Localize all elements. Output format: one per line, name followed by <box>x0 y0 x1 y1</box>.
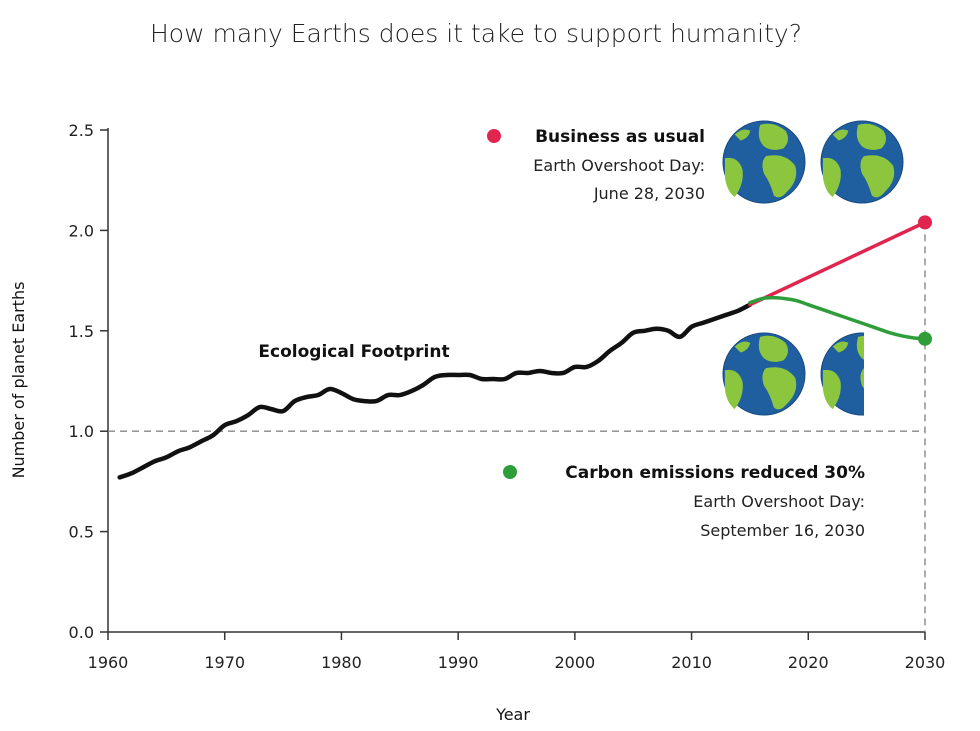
earth-icons <box>722 120 904 416</box>
earth-icon <box>722 120 806 204</box>
x-tick-label: 2010 <box>671 653 712 672</box>
axes <box>107 128 925 633</box>
carbon-reduced-line <box>748 295 927 341</box>
series-layer <box>117 215 932 480</box>
business-overshoot-label: Earth Overshoot Day: <box>533 156 705 175</box>
x-tick-label: 1960 <box>88 653 129 672</box>
chart-title: How many Earths does it take to support … <box>150 19 802 48</box>
business-as-usual-line <box>748 220 927 307</box>
earth-icon <box>722 332 806 416</box>
business-legend-dot <box>487 129 501 143</box>
x-axis-label: Year <box>495 705 530 724</box>
earth-icon <box>820 120 904 204</box>
x-tick-label: 2030 <box>905 653 946 672</box>
carbon-reduced-annotation: Carbon emissions reduced 30% Earth Overs… <box>503 463 865 540</box>
y-tick-label: 2.5 <box>69 121 94 140</box>
carbon-heading: Carbon emissions reduced 30% <box>565 463 865 483</box>
business-as-usual-annotation: Business as usual Earth Overshoot Day: J… <box>487 127 705 203</box>
x-tick-label: 1980 <box>321 653 362 672</box>
x-tick-label: 1990 <box>438 653 479 672</box>
y-ticks: 0.0 0.5 1.0 1.5 2.0 2.5 <box>69 121 108 642</box>
business-overshoot-date: June 28, 2030 <box>593 184 705 203</box>
footprint-label: Ecological Footprint <box>258 342 449 362</box>
x-ticks: 1960 1970 1980 1990 2000 2010 2020 2030 <box>88 632 946 672</box>
x-tick-label: 2020 <box>788 653 829 672</box>
x-tick-label: 2000 <box>554 653 595 672</box>
business-heading: Business as usual <box>535 127 705 147</box>
y-axis-label: Number of planet Earths <box>9 282 28 479</box>
earth-icon <box>820 332 864 416</box>
x-tick-label: 1970 <box>204 653 245 672</box>
carbon-overshoot-label: Earth Overshoot Day: <box>693 492 865 511</box>
y-tick-label: 0.0 <box>69 623 94 642</box>
carbon-reduced-endpoint <box>918 331 932 346</box>
y-tick-label: 1.0 <box>69 422 94 441</box>
business-as-usual-endpoint <box>918 215 932 230</box>
ecological-footprint-line <box>117 302 753 480</box>
carbon-overshoot-date: September 16, 2030 <box>700 521 865 540</box>
carbon-legend-dot <box>503 465 517 479</box>
y-tick-label: 2.0 <box>69 221 94 240</box>
y-tick-label: 0.5 <box>69 523 94 542</box>
y-tick-label: 1.5 <box>69 322 94 341</box>
